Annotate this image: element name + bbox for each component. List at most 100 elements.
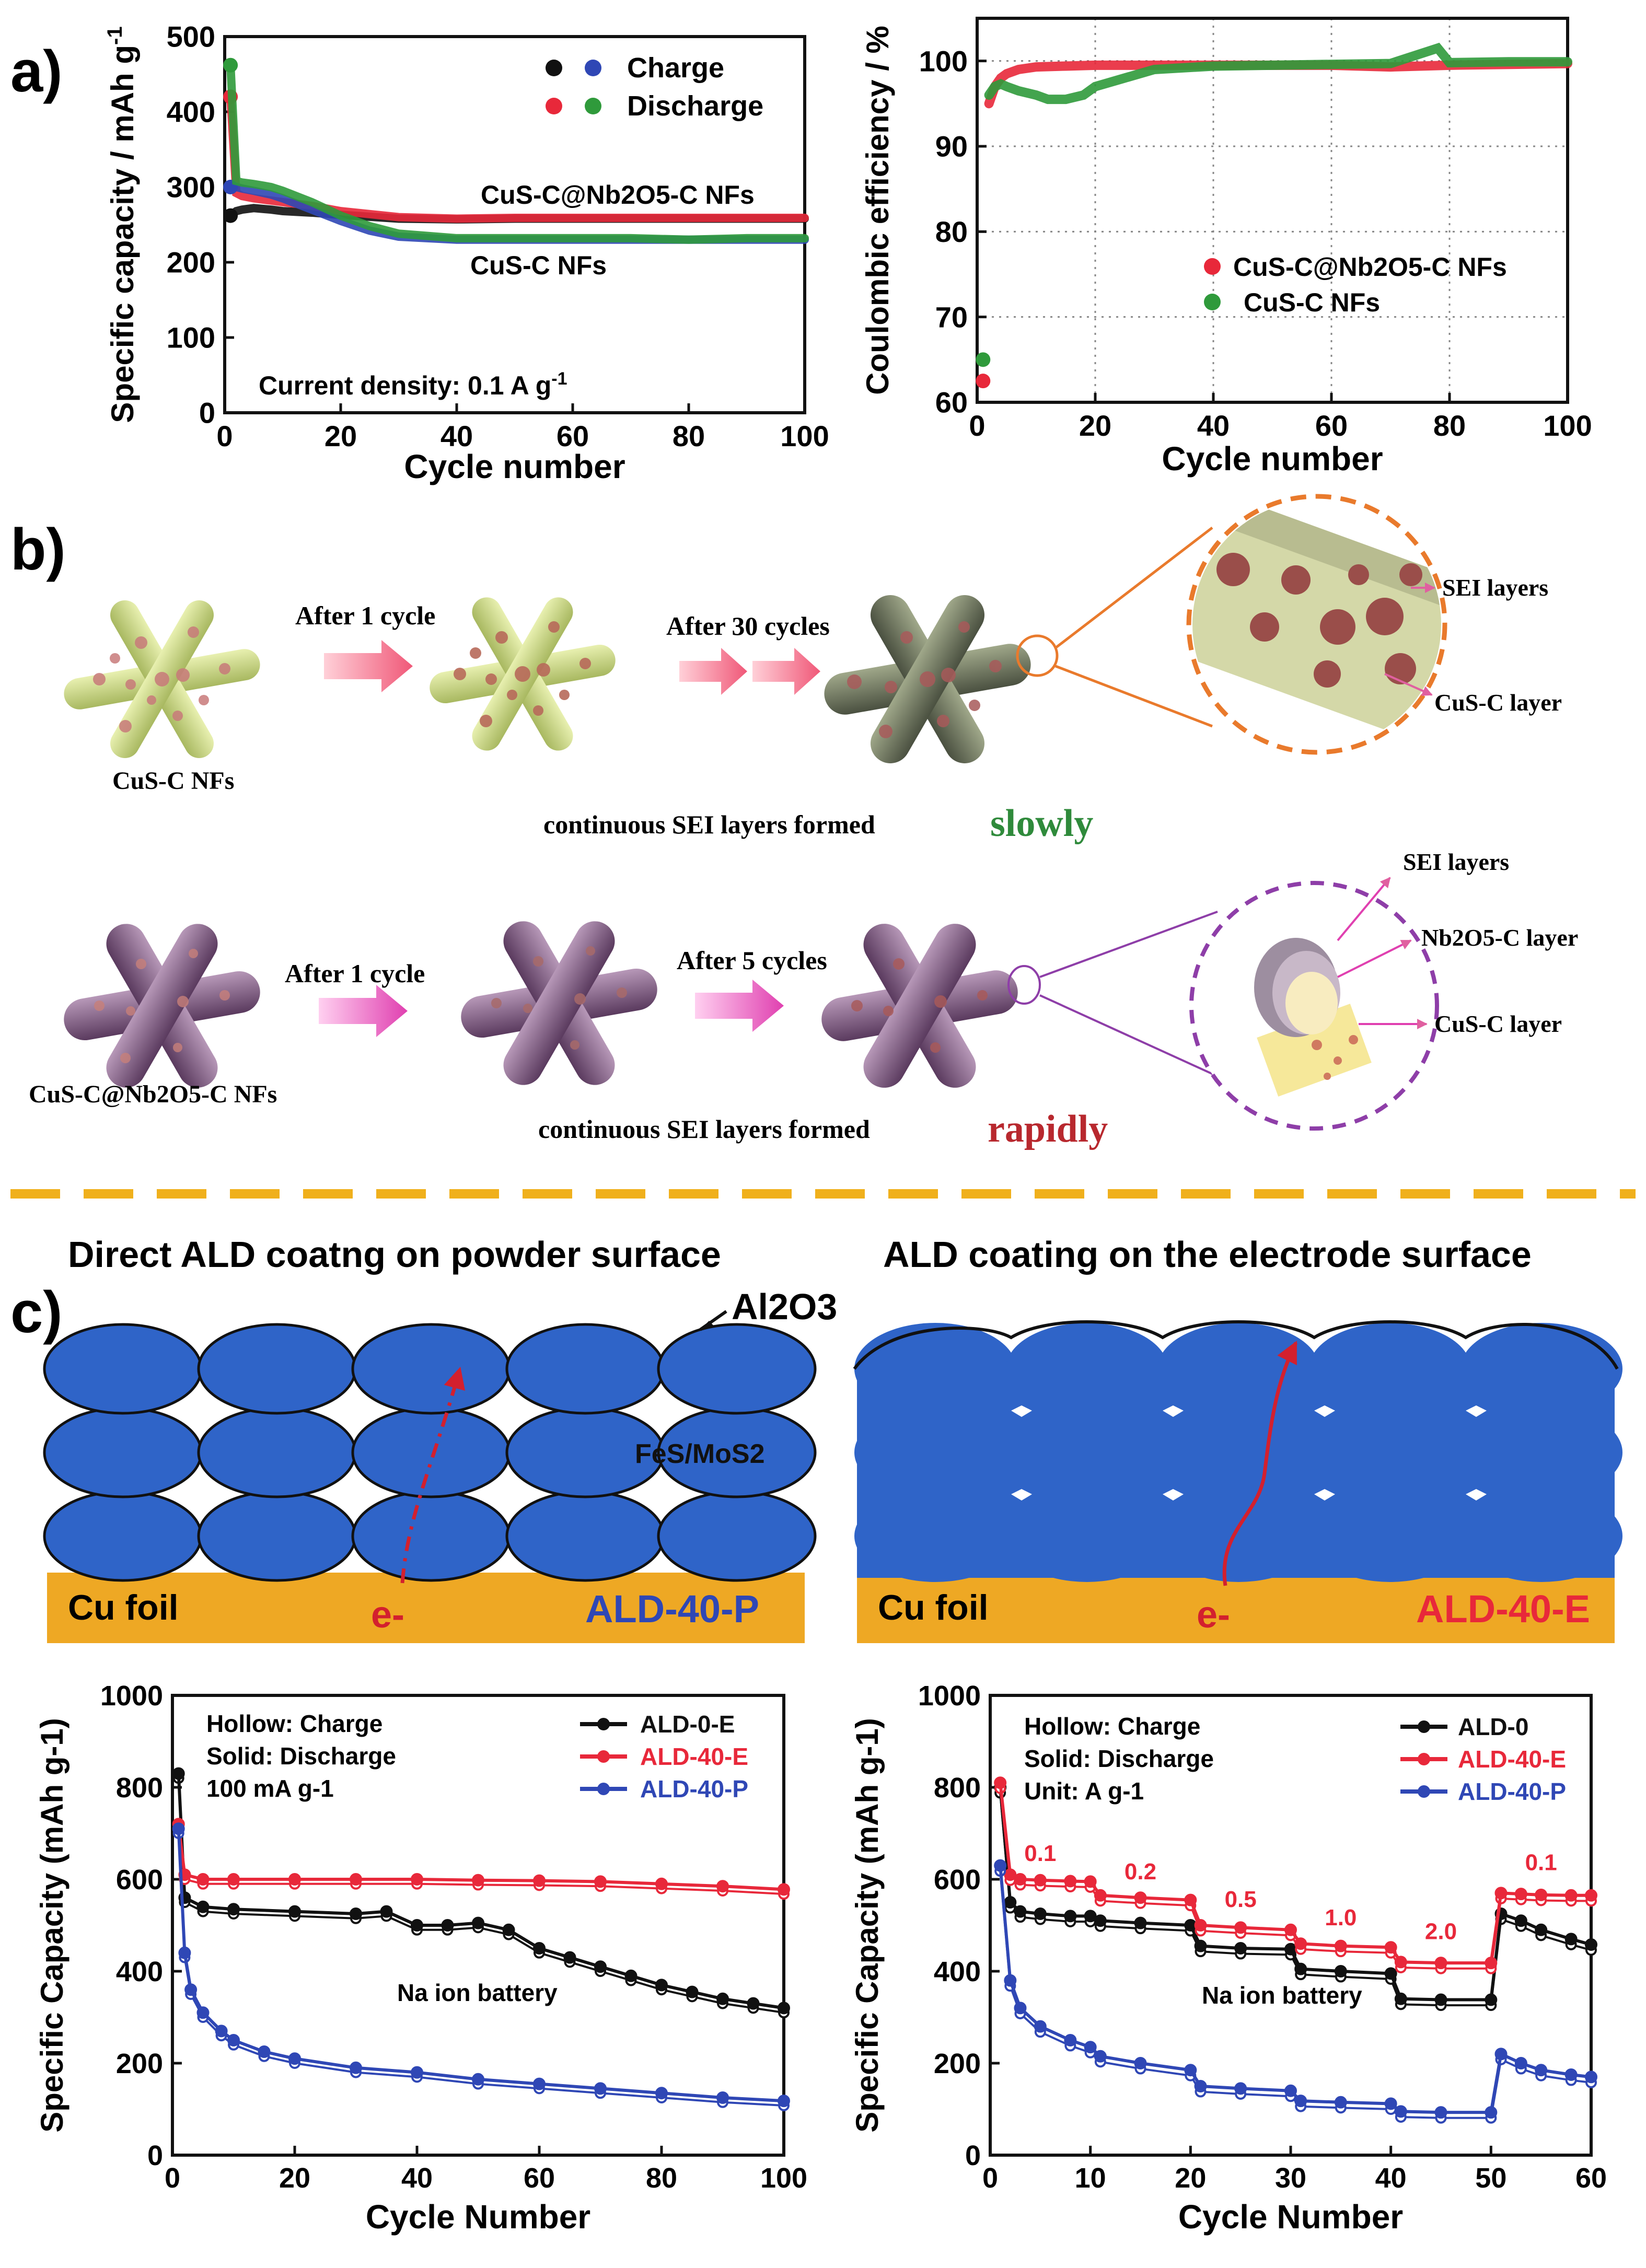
data-point xyxy=(1334,1965,1347,1978)
data-point xyxy=(624,1969,637,1982)
y-tick-label: 1000 xyxy=(100,1680,163,1712)
data-point xyxy=(1004,1868,1017,1881)
c-right-scheme-tag: ALD-40-E xyxy=(1416,1587,1590,1631)
y-tick-label: 800 xyxy=(934,1772,981,1804)
y-tick-label: 70 xyxy=(935,300,968,333)
series-line xyxy=(177,1778,784,2014)
note: Unit: A g-1 xyxy=(1024,1777,1144,1805)
x-tick-label: 40 xyxy=(1197,409,1230,442)
data-point xyxy=(1564,1933,1578,1946)
rate-label: 1.0 xyxy=(1325,1905,1357,1930)
data-point xyxy=(472,1916,484,1929)
data-point xyxy=(1004,1974,1017,1987)
data-point xyxy=(1064,1875,1077,1888)
x-tick-label: 100 xyxy=(760,2162,807,2194)
annotation: Na ion battery xyxy=(1202,1982,1362,2009)
y-tick-label: 100 xyxy=(919,44,968,77)
b-row1-arrow1-label: After 1 cycle xyxy=(295,601,435,630)
data-point xyxy=(1294,1937,1307,1950)
data-point xyxy=(1194,1939,1207,1952)
legend-label: ALD-0 xyxy=(1458,1713,1528,1740)
data-point xyxy=(411,2066,423,2079)
b-row1-arrow2-label: After 30 cycles xyxy=(666,611,830,641)
y-tick-label: 200 xyxy=(934,2048,981,2079)
b-row1-zoom-core: CuS-C layer xyxy=(1434,689,1562,716)
data-point xyxy=(1084,2041,1097,2054)
x-tick-label: 100 xyxy=(780,420,829,452)
b-row1-arrow2 xyxy=(679,648,820,695)
series-line xyxy=(999,1782,1591,1965)
legend-label: ALD-40-P xyxy=(1458,1778,1566,1805)
data-point xyxy=(994,1859,1007,1872)
data-point xyxy=(1564,2068,1578,2081)
data-point xyxy=(716,1880,729,1893)
data-point xyxy=(1434,2106,1447,2119)
legend-marker xyxy=(1418,1753,1430,1765)
c-left-scheme xyxy=(43,1310,817,1643)
data-point xyxy=(258,2045,271,2058)
b-row1-zoom-sei: SEI layers xyxy=(1442,574,1548,601)
data-point xyxy=(1394,2105,1407,2118)
chart-a-right: 0 20 40 60 80 100 60 70 80 90 100 Cycle number Coulo… xyxy=(860,17,1592,478)
data-point xyxy=(1585,1938,1597,1951)
data-point xyxy=(172,1767,185,1780)
legend-label: ALD-0-E xyxy=(640,1711,735,1738)
y-tick-label: 100 xyxy=(167,321,215,354)
b-row2-nanofiber-start xyxy=(64,924,260,1088)
rate-label: 0.5 xyxy=(1225,1887,1257,1912)
data-point xyxy=(533,1942,546,1955)
data-point xyxy=(533,2077,546,2090)
b-row2-zoom xyxy=(1039,877,1439,1131)
data-point xyxy=(1094,2050,1107,2063)
b-row2-zoom-nb: Nb2O5-C layer xyxy=(1421,924,1578,951)
annotation-current: Current density: 0.1 A g-1 xyxy=(259,369,567,400)
data-point xyxy=(227,1873,240,1886)
data-point xyxy=(223,57,238,73)
series-line xyxy=(177,1773,784,2010)
series-line xyxy=(177,1829,784,2103)
rate-label: 0.1 xyxy=(1525,1850,1557,1875)
data-point xyxy=(1034,1908,1047,1920)
c-al2o3-label: Al2O3 xyxy=(732,1286,837,1327)
data-point xyxy=(1384,1967,1397,1980)
x-tick-label: 0 xyxy=(982,2162,998,2194)
data-point xyxy=(1494,2048,1508,2061)
data-point xyxy=(1485,1957,1498,1970)
data-point xyxy=(350,2061,362,2074)
series-band xyxy=(226,92,809,223)
b-row1-nanofiber-end xyxy=(824,595,1059,763)
data-point xyxy=(1284,2084,1297,2097)
data-point xyxy=(472,1874,484,1887)
data-point xyxy=(1394,1992,1407,2005)
data-point xyxy=(441,1919,454,1932)
y-tick-label: 80 xyxy=(935,215,968,248)
y-axis-label: Specific capacity / mAh g-1 xyxy=(103,26,140,423)
data-point xyxy=(1535,1888,1548,1901)
data-point xyxy=(1535,1923,1548,1936)
data-point xyxy=(1184,1893,1197,1906)
x-tick-label: 40 xyxy=(441,420,473,452)
x-tick-label: 20 xyxy=(324,420,357,452)
data-point xyxy=(1234,1942,1247,1955)
data-point xyxy=(1514,1914,1527,1927)
data-point xyxy=(288,1873,301,1886)
y-tick-label: 1000 xyxy=(918,1680,981,1712)
plot-frame xyxy=(171,1694,785,2157)
panel-b-label: b) xyxy=(10,517,66,582)
data-point xyxy=(716,1992,729,2005)
data-point xyxy=(411,1919,423,1932)
b-row1-caption-emph: slowly xyxy=(990,802,1093,845)
legend-discharge: Discharge xyxy=(627,90,763,122)
b-row2-nanofiber-mid xyxy=(461,921,657,1085)
data-point xyxy=(172,1822,185,1835)
y-tick-label: 400 xyxy=(167,96,215,129)
data-point xyxy=(563,1951,576,1964)
y-tick-label: 90 xyxy=(935,130,968,163)
data-point xyxy=(502,1923,515,1936)
x-tick-label: 40 xyxy=(1375,2162,1407,2194)
x-tick-label: 80 xyxy=(646,2162,677,2194)
note: Hollow: Charge xyxy=(206,1710,382,1737)
y-tick-label: 200 xyxy=(167,246,215,279)
panel-c-label: c) xyxy=(10,1280,63,1345)
legend-cus: CuS-C NFs xyxy=(1244,288,1380,317)
